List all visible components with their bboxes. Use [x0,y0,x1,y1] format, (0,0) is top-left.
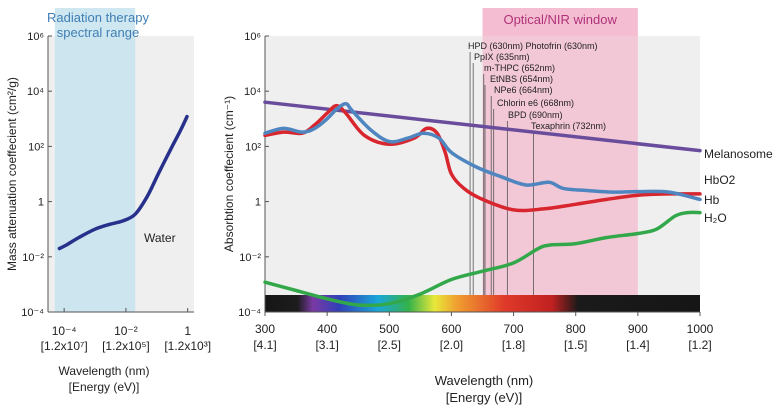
left-x-tick-energy: [1.2x10⁵] [102,339,150,353]
photosensitizer-label: m-THPC (652nm) [484,63,555,73]
right-x-tick-label: 500 [379,322,399,336]
right-x-tick-label: 600 [441,322,461,336]
right-y-tick-label: 10⁻² [239,252,261,264]
series-label-h2o: H₂O [704,211,727,225]
right-x-tick-energy: [2.5] [378,338,401,352]
visible-spectrum-bar [265,295,700,312]
left-x-tick-label: 10⁻² [114,324,138,338]
right-y-tick-label: 10² [245,141,261,153]
left-y-tick-label: 10⁻⁴ [21,307,44,319]
right-x-ticks: 300 [4.1] 400 [3.1] 500 [2.5] 600 [2.0] 700 [1.8]… [253,312,714,352]
right-x-tick-energy: [1.8] [502,338,525,352]
nir-window-header [482,8,638,36]
right-x-tick-label: 900 [628,322,648,336]
photosensitizer-label: BPD (690nm) [508,110,563,120]
right-panel: Optical/NIR window 10⁻⁴ 10⁻² 1 10² 10⁴ 10⁶ [222,8,773,405]
left-x-axis-label-line1: Wavelength (nm) [59,364,150,378]
right-y-tick-label: 1 [255,197,261,209]
right-y-tick-label: 10⁴ [244,86,261,98]
left-y-tick-label: 10⁶ [27,31,44,43]
right-y-axis-label: Absorbtion coeffecient (cm⁻¹) [222,96,236,252]
left-x-tick-label: 1 [184,324,191,338]
right-x-tick-energy: [4.1] [253,338,276,352]
optical-nir-window-label: Optical/NIR window [503,12,617,27]
series-label-hbo2: HbO2 [704,173,736,187]
series-label-melanosome: Melanosome [704,147,773,161]
photosensitizer-labels: HPD (630nm) Photofrin (630nm)PpIX (635nm… [468,41,606,131]
right-x-tick-label: 800 [566,322,586,336]
right-y-tick-label: 10⁻⁴ [238,307,261,319]
right-x-tick-label: 300 [255,322,275,336]
right-x-tick-energy: [1.5] [564,338,587,352]
photosensitizer-label: EtNBS (654nm) [490,74,553,84]
right-x-tick-energy: [1.2] [688,338,711,352]
photosensitizer-label: NPe6 (664nm) [494,85,553,95]
radiation-range-label-line1: Radiation therapy [47,10,149,25]
left-y-tick-label: 10⁻² [22,252,44,264]
right-x-tick-energy: [2.0] [440,338,463,352]
right-x-axis-label-line2: [Energy (eV)] [446,390,523,405]
right-y-tick-label: 10⁶ [244,31,261,43]
right-x-axis-label-line1: Wavelength (nm) [435,373,534,388]
left-y-tick-label: 1 [38,197,44,209]
radiation-range-label-line2: spectral range [57,25,139,40]
left-y-tick-label: 10⁴ [27,86,44,98]
right-x-tick-label: 400 [317,322,337,336]
right-x-tick-energy: [3.1] [315,338,338,352]
right-series [263,100,702,308]
series-label-hb: Hb [704,193,720,207]
right-x-tick-label: 1000 [687,322,714,336]
series-line-water [57,114,189,251]
radiation-range-band [54,8,136,312]
left-x-tick-label: 10⁻⁴ [52,324,77,338]
left-series-label-water: Water [144,231,176,245]
right-x-tick-energy: [1.4] [626,338,649,352]
left-x-ticks: 10⁻⁴[1.2x10⁷] 10⁻²[1.2x10⁵] 1[1.2x10³] [41,308,211,353]
photosensitizer-label: HPD (630nm) Photofrin (630nm) [468,41,598,51]
series-line-h2o [263,210,702,308]
left-x-axis-label-line2: [Energy (eV)] [69,380,140,394]
photosensitizer-label: PpIX (635nm) [474,52,530,62]
left-y-ticks: 10⁻⁴ 10⁻² 1 10² 10⁴ 10⁶ [21,31,52,319]
right-x-tick-label: 700 [504,322,524,336]
left-y-tick-label: 10² [28,141,44,153]
left-x-tick-energy: [1.2x10⁷] [41,339,88,353]
left-series [57,114,189,251]
left-y-axis-label: Mass attenuation coeffecient (cm²/g) [5,77,19,271]
right-y-ticks: 10⁻⁴ 10⁻² 1 10² 10⁴ 10⁶ [238,31,269,319]
left-x-tick-energy: [1.2x10³] [164,339,211,353]
series-line-hb [263,102,702,202]
photosensitizer-label: Texaphrin (732nm) [531,121,606,131]
series-line-hbo2 [263,103,702,213]
photosensitizer-label: Chlorin e6 (668nm) [497,98,574,108]
